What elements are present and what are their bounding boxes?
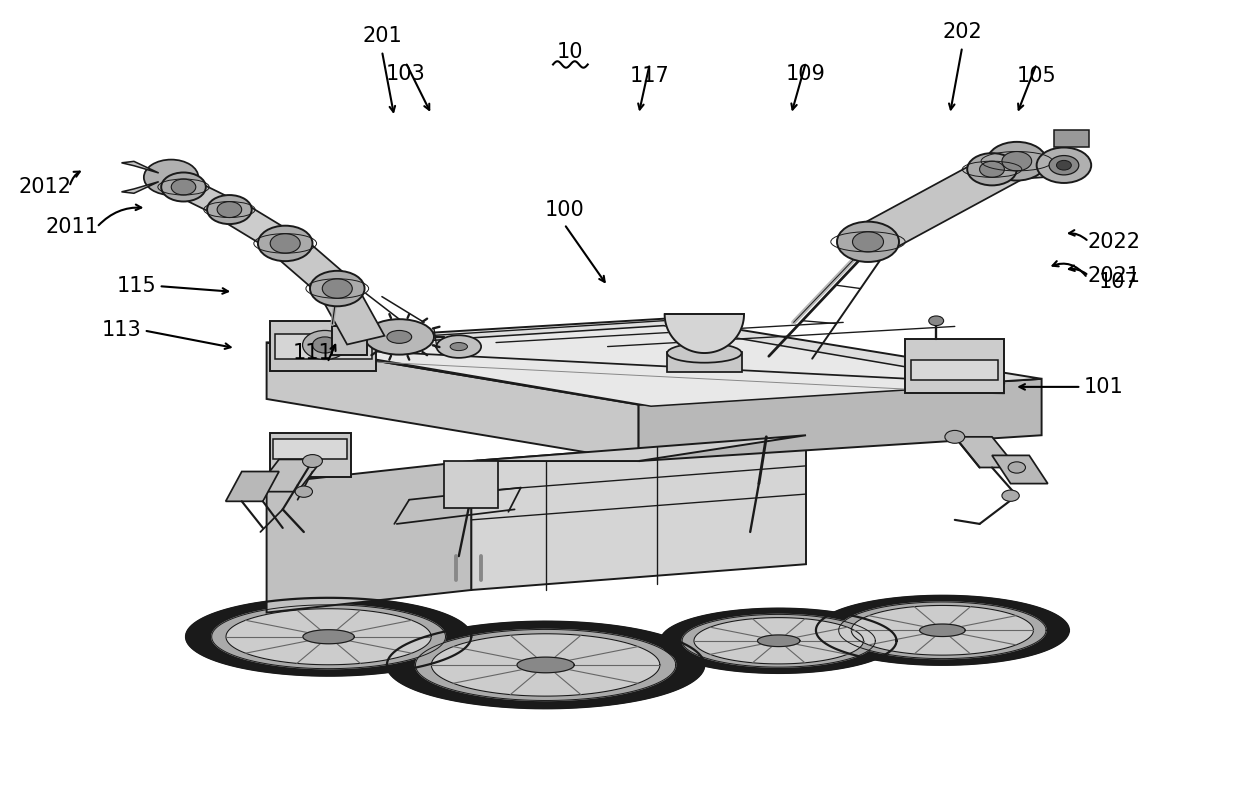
Text: 105: 105	[1017, 66, 1056, 85]
Polygon shape	[639, 379, 1042, 461]
Text: 113: 113	[102, 321, 141, 340]
Text: 117: 117	[630, 66, 670, 85]
Ellipse shape	[171, 179, 196, 195]
Polygon shape	[122, 161, 159, 173]
Ellipse shape	[667, 343, 742, 363]
Polygon shape	[267, 461, 471, 613]
Ellipse shape	[270, 234, 300, 253]
Bar	[273, 439, 347, 459]
Ellipse shape	[387, 330, 412, 343]
Ellipse shape	[1037, 147, 1091, 183]
Ellipse shape	[945, 430, 965, 443]
Ellipse shape	[1056, 160, 1071, 170]
Ellipse shape	[837, 222, 899, 262]
Polygon shape	[920, 624, 965, 637]
Bar	[1054, 130, 1089, 147]
Text: 2021: 2021	[1087, 266, 1140, 285]
Text: 101: 101	[1084, 377, 1123, 397]
Ellipse shape	[929, 316, 944, 326]
Polygon shape	[816, 596, 1069, 665]
Polygon shape	[122, 181, 159, 193]
Ellipse shape	[450, 343, 467, 351]
Ellipse shape	[207, 195, 252, 224]
Polygon shape	[694, 617, 863, 664]
Bar	[905, 339, 1004, 393]
Text: 107: 107	[1099, 272, 1138, 292]
Ellipse shape	[312, 337, 337, 353]
Polygon shape	[310, 326, 1004, 406]
Text: 10: 10	[557, 43, 584, 62]
Bar	[667, 352, 742, 372]
Ellipse shape	[853, 232, 883, 252]
Text: 115: 115	[117, 276, 156, 296]
Polygon shape	[217, 202, 298, 251]
Ellipse shape	[161, 172, 206, 202]
Polygon shape	[432, 634, 660, 696]
Polygon shape	[175, 179, 238, 218]
Ellipse shape	[295, 486, 312, 497]
Polygon shape	[852, 605, 1033, 655]
Polygon shape	[955, 437, 1017, 467]
Polygon shape	[212, 604, 445, 669]
Bar	[444, 461, 498, 508]
Polygon shape	[186, 598, 471, 675]
Polygon shape	[226, 609, 432, 665]
Ellipse shape	[1049, 156, 1079, 175]
Polygon shape	[226, 472, 279, 501]
Polygon shape	[661, 609, 897, 673]
Polygon shape	[415, 629, 676, 700]
Bar	[275, 334, 372, 359]
Bar	[911, 360, 998, 380]
Text: 2011: 2011	[46, 218, 98, 237]
Polygon shape	[267, 343, 639, 461]
Polygon shape	[852, 149, 1033, 254]
Polygon shape	[471, 435, 806, 461]
Ellipse shape	[987, 142, 1047, 181]
Text: 2012: 2012	[19, 177, 71, 197]
Text: 202: 202	[942, 23, 982, 42]
Ellipse shape	[967, 153, 1017, 185]
Polygon shape	[992, 455, 1048, 484]
Ellipse shape	[322, 279, 352, 298]
Ellipse shape	[144, 160, 198, 195]
Ellipse shape	[1002, 152, 1032, 171]
Polygon shape	[267, 318, 1042, 405]
Ellipse shape	[217, 202, 242, 218]
Text: 111: 111	[293, 343, 332, 363]
Polygon shape	[269, 235, 353, 297]
Bar	[270, 321, 376, 371]
Polygon shape	[983, 150, 1025, 181]
Text: 201: 201	[362, 27, 402, 46]
Ellipse shape	[436, 335, 481, 358]
Polygon shape	[665, 314, 744, 353]
Text: 103: 103	[386, 64, 425, 84]
Text: 2022: 2022	[1087, 232, 1140, 251]
Ellipse shape	[980, 161, 1004, 177]
Polygon shape	[254, 459, 322, 492]
Text: 109: 109	[786, 64, 826, 84]
Text: 100: 100	[544, 200, 584, 219]
Ellipse shape	[303, 330, 347, 359]
Polygon shape	[517, 657, 574, 673]
Polygon shape	[319, 285, 384, 344]
Polygon shape	[682, 614, 875, 667]
Polygon shape	[387, 621, 704, 708]
Bar	[332, 326, 367, 355]
Polygon shape	[471, 435, 806, 590]
Bar	[270, 433, 351, 477]
Polygon shape	[991, 154, 1055, 181]
Ellipse shape	[365, 319, 434, 355]
Ellipse shape	[310, 271, 365, 306]
Ellipse shape	[1002, 490, 1019, 501]
Polygon shape	[303, 629, 355, 644]
Ellipse shape	[258, 226, 312, 261]
Polygon shape	[758, 635, 800, 646]
Polygon shape	[838, 602, 1047, 659]
Ellipse shape	[1008, 462, 1025, 473]
Ellipse shape	[303, 455, 322, 467]
